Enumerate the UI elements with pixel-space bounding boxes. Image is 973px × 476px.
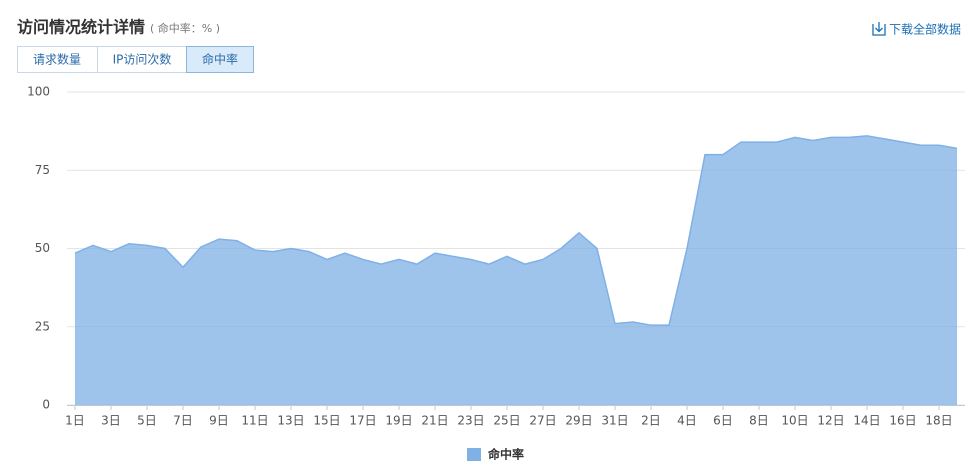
x-tick-label: 1日 <box>65 414 85 428</box>
x-tick-label: 29日 <box>565 414 592 428</box>
tab-box[interactable] <box>97 46 187 73</box>
x-tick-label: 9日 <box>209 414 229 428</box>
x-tick-label: 21日 <box>421 414 448 428</box>
x-tick-label: 3日 <box>101 414 121 428</box>
tabs: 请求数量 IP访问次数 命中率 <box>17 46 254 73</box>
download-link[interactable]: 下载全部数据 <box>889 22 961 37</box>
x-tick-label: 7日 <box>173 414 193 428</box>
x-tick-label: 15日 <box>313 414 340 428</box>
y-tick-label: 75 <box>35 163 50 177</box>
x-tick-label: 11日 <box>241 414 268 428</box>
x-tick-label: 2日 <box>641 414 661 428</box>
x-tick-label: 14日 <box>853 414 880 428</box>
x-tick-label: 16日 <box>889 414 916 428</box>
x-tick-label: 12日 <box>817 414 844 428</box>
x-tick-label: 8日 <box>749 414 769 428</box>
x-tick-label: 31日 <box>601 414 628 428</box>
x-tick-label: 25日 <box>493 414 520 428</box>
x-tick-label: 4日 <box>677 414 697 428</box>
y-tick-label: 100 <box>27 85 50 99</box>
x-tick-label: 13日 <box>277 414 304 428</box>
tab[interactable]: 命中率 <box>202 52 238 67</box>
download-icon <box>872 22 886 36</box>
tab-box[interactable] <box>17 46 98 73</box>
page-subtitle: ( 命中率：% ) <box>150 21 220 35</box>
area-line <box>74 135 958 326</box>
x-tick-label: 27日 <box>529 414 556 428</box>
area <box>75 135 957 405</box>
tab[interactable]: 请求数量 <box>33 52 81 67</box>
x-tick-label: 19日 <box>385 414 412 428</box>
x-tick-label: 5日 <box>137 414 157 428</box>
x-tick-label: 18日 <box>925 414 952 428</box>
y-tick-label: 50 <box>35 241 50 255</box>
y-tick-label: 0 <box>42 398 50 412</box>
page-title: 访问情况统计详情 <box>17 18 145 37</box>
y-tick-label: 25 <box>35 319 50 333</box>
legend-swatch <box>467 448 481 461</box>
legend-label: 命中率 <box>487 447 524 462</box>
tab-box-active[interactable] <box>186 46 254 73</box>
x-tick-label: 6日 <box>713 414 733 428</box>
x-tick-label: 10日 <box>781 414 808 428</box>
x-tick-label: 23日 <box>457 414 484 428</box>
x-tick-label: 17日 <box>349 414 376 428</box>
download-button[interactable]: 下载全部数据 <box>872 22 961 37</box>
tab[interactable]: IP访问次数 <box>113 52 172 67</box>
